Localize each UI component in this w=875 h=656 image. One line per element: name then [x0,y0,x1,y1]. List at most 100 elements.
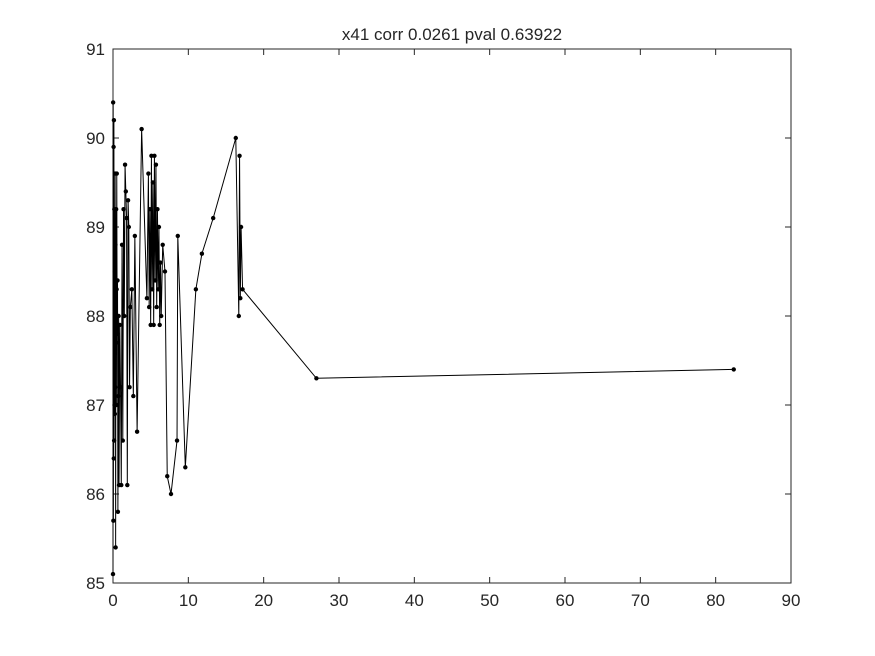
data-point [113,207,119,212]
data-point [110,571,116,577]
y-tick-label: 90 [86,129,105,148]
x-tick-label: 40 [405,591,424,610]
data-point [160,242,165,247]
data-point [111,438,117,443]
data-point [115,509,121,514]
data-point [116,393,121,399]
data-point [157,322,162,328]
data-point [113,242,118,247]
data-point [110,100,116,105]
x-tick-label: 80 [706,591,725,610]
data-point [120,438,125,443]
data-point [125,482,130,488]
data-point [147,207,153,212]
data-point [112,269,117,274]
data-point [115,278,120,283]
x-tick-label: 20 [254,591,273,610]
data-point [152,278,158,283]
data-point [114,171,119,176]
data-point [123,189,129,194]
data-point [238,296,243,301]
data-point [162,269,168,274]
data-point [159,313,164,319]
data-point [152,153,157,158]
data-point [121,207,126,212]
chart-title: x41 corr 0.0261 pval 0.63922 [342,25,562,44]
data-point [149,153,154,158]
data-point [129,287,135,292]
data-point [236,313,242,319]
data-point [199,251,205,256]
data-point [193,287,199,292]
data-point [134,429,140,434]
x-tick-label: 10 [179,591,198,610]
x-tick-label: 60 [556,591,575,610]
data-point [149,287,155,292]
data-point [116,313,121,319]
data-point [139,126,144,132]
data-point [240,287,245,292]
data-point [237,153,242,158]
x-tick-label: 90 [782,591,801,610]
data-point [124,215,129,221]
data-point [144,296,150,301]
data-point [128,304,133,310]
data-point [155,207,160,212]
data-point [111,118,117,123]
x-tick-label: 30 [330,591,349,610]
y-axis: 85 86 87 88 89 90 91 [86,40,791,593]
data-point [238,224,244,230]
data-point [314,376,319,381]
data-point [174,438,180,443]
data-point [111,518,116,523]
data-point [210,215,216,221]
x-tick-label: 70 [631,591,650,610]
data-point [114,287,119,292]
data-point [114,402,119,408]
data-point [113,385,118,390]
data-point [183,465,188,470]
data-point [154,304,159,310]
data-point [132,233,138,239]
data-point [146,304,152,310]
series-line [112,102,734,575]
data-point [122,313,127,319]
series-points-group [110,100,736,577]
data-point [158,260,163,265]
data-point [153,162,159,167]
data-point [111,144,116,150]
plot-area [112,48,792,584]
data-point [150,180,156,185]
data-point [156,287,161,292]
data-point [111,456,116,461]
data-point [146,171,151,176]
x-tick-label: 0 [108,591,117,610]
y-tick-label: 89 [86,218,105,237]
y-tick-label: 88 [86,307,105,326]
data-point [117,322,122,328]
data-point [156,224,162,230]
x-tick-label: 50 [480,591,499,610]
data-point [125,198,131,203]
data-point [175,233,180,239]
data-point [233,135,238,141]
data-point [112,411,118,417]
data-point [168,491,174,497]
data-point [119,242,125,247]
x-axis: 0 10 20 30 40 50 60 70 80 90 [108,49,800,610]
data-point [114,331,120,336]
data-point [131,393,136,399]
data-point [113,545,118,550]
data-point [118,385,123,390]
data-point [731,367,736,372]
data-point [127,385,132,390]
y-tick-label: 87 [86,396,105,415]
data-point [119,482,124,488]
data-point [113,340,119,345]
series-line-group [112,102,734,575]
y-tick-label: 91 [86,40,105,59]
y-tick-label: 86 [86,485,105,504]
data-point [126,224,132,230]
data-point [122,162,128,167]
